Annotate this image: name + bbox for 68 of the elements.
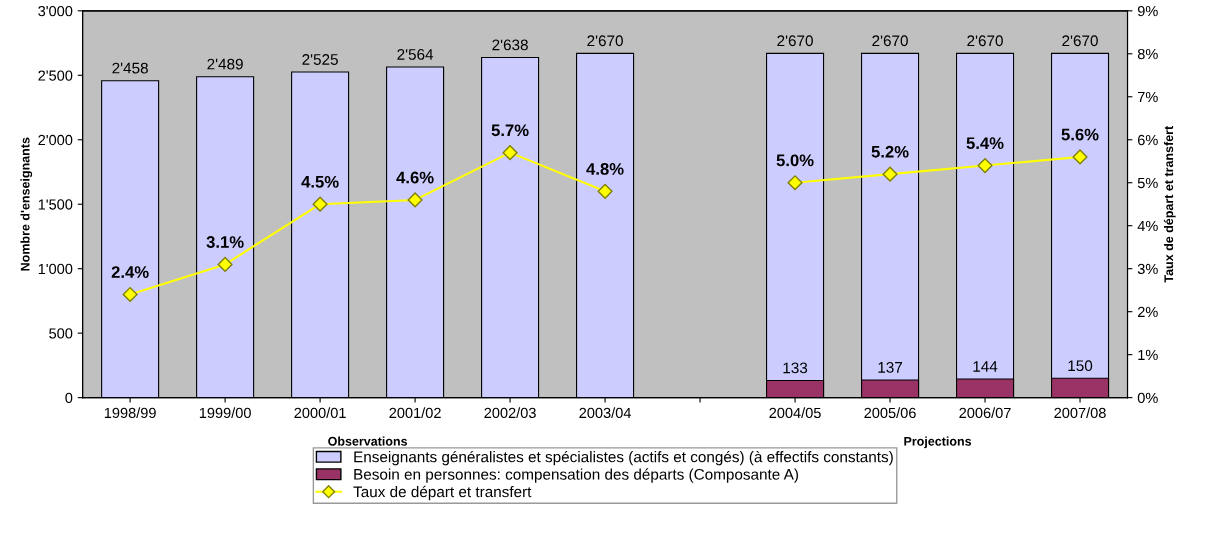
data-label: 2'525	[302, 54, 338, 65]
y-tick-label: 1'500	[38, 199, 73, 210]
y2-tick-label: 0%	[1137, 392, 1158, 404]
y2-axis-title: Taux de départ et transfert	[1163, 126, 1176, 283]
point	[407, 192, 423, 208]
y2-tick-label: 7%	[1137, 91, 1158, 103]
data-label: 5.7%	[491, 124, 529, 137]
data-label: 2'564	[397, 49, 434, 60]
y-tick-label: 3'000	[38, 5, 73, 17]
data-label: 150	[1068, 360, 1093, 372]
legend-label: Besoin en personnes: compensation des départs (Composante A)	[354, 468, 799, 483]
y-tick-label: 0	[65, 392, 73, 404]
x-tick-label: 2002/03	[484, 407, 536, 419]
x-tick-label: 2006/07	[959, 407, 1011, 419]
point	[217, 256, 233, 272]
y2-tick-label: 5%	[1137, 177, 1158, 189]
x-tick-label: 2005/06	[864, 407, 916, 419]
y-tick-label: 1'000	[38, 263, 73, 275]
x-tick-label: 2001/02	[389, 407, 441, 419]
data-label: 5.4%	[966, 137, 1004, 150]
point	[1072, 149, 1088, 165]
x-tick-label: 2007/08	[1054, 407, 1106, 419]
data-label: 5.0%	[776, 154, 814, 167]
point	[312, 196, 328, 212]
y2-tick-label: 2%	[1137, 306, 1158, 318]
data-label: 144	[973, 361, 998, 372]
data-label: 2'670	[777, 35, 813, 47]
point	[977, 157, 993, 174]
x-tick-label: 2003/04	[579, 407, 631, 419]
data-label: 2'670	[967, 35, 1003, 47]
text: Observations	[328, 436, 408, 446]
y-tick-label: 500	[49, 328, 73, 339]
point	[122, 286, 138, 303]
y2-tick-label: 4%	[1137, 220, 1158, 232]
y2-tick-label: 6%	[1137, 134, 1158, 146]
point	[787, 175, 803, 191]
x-tick-label: 1999/00	[199, 407, 251, 419]
data-label: 2.4%	[111, 266, 149, 278]
data-label: 2'638	[492, 39, 528, 51]
y-axis-title: Nombre d'enseignants	[20, 137, 33, 271]
data-label: 137	[878, 361, 903, 373]
data-label: 2'458	[112, 62, 148, 74]
y2-tick-label: 1%	[1138, 349, 1158, 361]
y2-tick-label: 9%	[1137, 5, 1158, 17]
data-label: 2'670	[1062, 35, 1098, 47]
data-label: 5.2%	[871, 145, 909, 158]
x-tick-label: 2004/05	[769, 407, 821, 419]
data-label: 4.8%	[586, 163, 624, 175]
legend-label: Taux de départ et transfert	[353, 485, 532, 501]
text: Projections	[904, 436, 972, 449]
y2-tick-label: 3%	[1137, 263, 1158, 275]
data-label: 2'670	[872, 35, 908, 47]
data-label: 4.5%	[301, 175, 339, 188]
x-tick-label: 1998/99	[104, 407, 156, 419]
x-tick-label: 2000/01	[294, 407, 346, 419]
data-label: 2'670	[587, 35, 623, 47]
data-label: 4.6%	[396, 171, 434, 184]
data-label: 133	[783, 362, 808, 374]
data-label: 5.6%	[1061, 128, 1099, 141]
y2-tick-label: 8%	[1137, 48, 1158, 60]
y-tick-label: 2'000	[38, 134, 73, 146]
data-label: 3.1%	[206, 236, 244, 248]
data-label: 2'489	[207, 58, 243, 70]
point	[502, 145, 518, 161]
point	[597, 183, 613, 199]
point	[882, 166, 898, 182]
legend-label: Enseignants généralistes et spécialistes (actifs et congés) (à effectifs constants)	[354, 450, 893, 466]
y-tick-label: 2'500	[38, 70, 73, 81]
